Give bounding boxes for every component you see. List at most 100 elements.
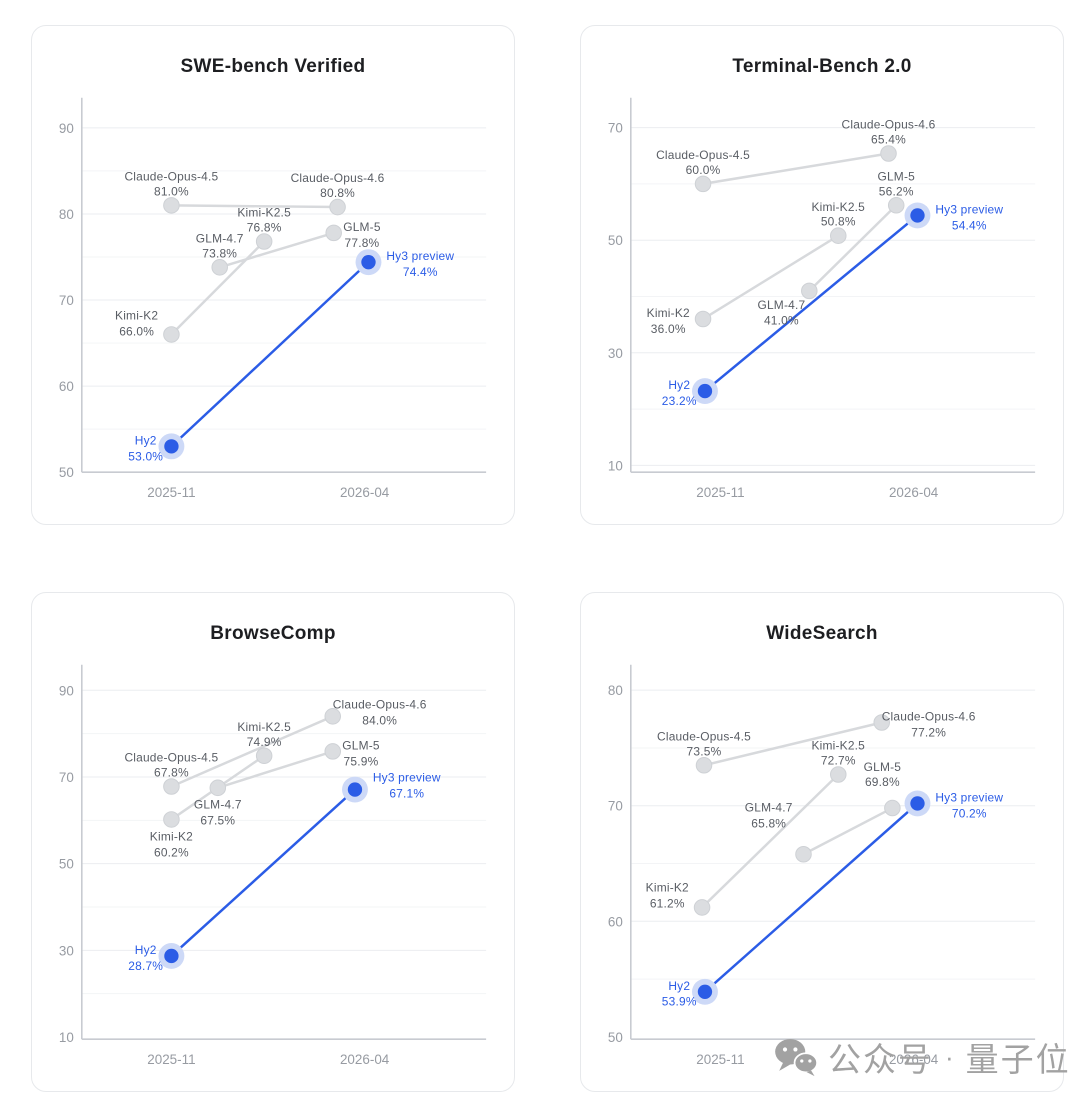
chart-canvas: 70 50 30 10 2025-11 2026-04 Claude-Opus-4.560.… <box>608 97 1036 500</box>
y-tick-label: 50 <box>59 465 74 480</box>
point-label-model: Claude-Opus-4.6 <box>842 118 936 132</box>
point-label-score: 23.2% <box>662 394 697 408</box>
y-tick-label: 80 <box>59 207 74 222</box>
point-label-score: 73.5% <box>687 744 722 758</box>
point-label-model: Hy2 <box>668 378 690 392</box>
point-label-model: Hy3 preview <box>386 249 454 263</box>
point-label-score: 56.2% <box>879 184 914 198</box>
wechat-watermark: 公众号 · 量子位 <box>774 1034 1071 1080</box>
y-tick-label: 90 <box>59 121 74 136</box>
data-point-dot <box>694 310 712 328</box>
series-line-kimi <box>170 240 266 336</box>
data-point-dot <box>255 747 273 765</box>
data-point-dot <box>163 197 180 214</box>
point-label-score: 72.7% <box>821 754 856 768</box>
point-label-score: 73.8% <box>202 246 237 260</box>
point-label-score: 65.8% <box>751 816 786 830</box>
y-tick-label: 10 <box>608 458 623 473</box>
point-label-model: GLM-5 <box>864 760 902 774</box>
series-line-claude <box>702 152 889 186</box>
y-tick-label: 30 <box>608 346 623 361</box>
chart-card-swe-bench-verified: SWE-bench Verified 90 80 70 60 50 2025-11 2026… <box>31 25 515 525</box>
chart-card-terminal-bench: Terminal-Bench 2.0 70 50 30 10 2025-11 2026-0… <box>580 25 1064 525</box>
data-point-dot <box>887 197 905 214</box>
data-point-dot <box>910 208 925 223</box>
y-tick-label: 50 <box>608 233 623 248</box>
series-line-hy <box>704 214 919 393</box>
point-label-score: 80.8% <box>320 186 355 200</box>
x-tick-label: 2026-04 <box>889 1052 939 1067</box>
data-point-dot <box>830 766 847 783</box>
y-tick-label: 70 <box>608 799 623 814</box>
watermark-account-name: 量子位 <box>965 1041 1071 1078</box>
y-tick-label: 60 <box>59 379 74 394</box>
data-point-dot <box>164 439 179 454</box>
series-line-claude <box>171 204 338 209</box>
point-label-model: Kimi-K2 <box>115 309 158 323</box>
point-label-score: 60.0% <box>686 163 721 177</box>
chart-title: SWE-bench Verified <box>180 56 366 77</box>
x-tick-label: 2026-04 <box>889 485 939 500</box>
x-tick-label: 2026-04 <box>340 1052 390 1067</box>
data-point-dot <box>347 782 363 797</box>
data-point-dot <box>884 799 901 817</box>
series-line-hy <box>170 788 356 957</box>
point-label-score: 84.0% <box>362 713 397 727</box>
y-tick-label: 70 <box>59 770 74 785</box>
series-line-glm <box>802 806 893 856</box>
x-tick-label: 2025-11 <box>147 1052 195 1067</box>
point-label-model: Kimi-K2 <box>646 880 689 894</box>
chart-canvas: 80 70 60 50 2025-11 2026-04 Claude-Opus-4.573.… <box>608 664 1036 1067</box>
point-label-model: Hy2 <box>668 979 690 993</box>
data-point-dot <box>695 757 713 774</box>
data-point-dot <box>697 984 713 999</box>
series-line-hy <box>704 802 919 993</box>
x-tick-label: 2025-11 <box>147 485 195 500</box>
data-point-dot <box>209 779 227 797</box>
point-label-model: GLM-4.7 <box>745 800 793 814</box>
point-label-model: Kimi-K2.5 <box>811 739 865 753</box>
point-label-model: GLM-5 <box>343 220 381 234</box>
data-point-dot <box>694 175 712 193</box>
point-label-score: 77.2% <box>911 725 946 739</box>
point-label-model: Hy3 preview <box>935 202 1003 216</box>
point-label-score: 66.0% <box>119 324 154 338</box>
point-label-model: Claude-Opus-4.6 <box>291 171 385 185</box>
point-label-score: 53.9% <box>662 995 697 1009</box>
point-label-score: 61.2% <box>650 896 685 910</box>
point-label-model: GLM-4.7 <box>757 298 805 312</box>
y-tick-label: 50 <box>608 1030 623 1045</box>
chart-card-browsecomp: BrowseComp 90 70 50 30 10 2025-11 2026-04 Claud… <box>31 592 515 1092</box>
point-label-score: 74.4% <box>403 265 438 279</box>
point-label-score: 76.8% <box>247 221 282 235</box>
series-line-glm <box>808 204 898 292</box>
point-label-score: 75.9% <box>344 754 379 768</box>
data-point-dot <box>693 899 711 916</box>
data-point-dot <box>163 326 180 343</box>
x-tick-label: 2026-04 <box>340 485 390 500</box>
y-tick-label: 80 <box>608 683 623 698</box>
y-tick-label: 70 <box>608 121 623 136</box>
series-line-claude <box>170 715 334 788</box>
y-tick-label: 90 <box>59 683 74 698</box>
data-point-dot <box>697 383 713 399</box>
series-line-kimi <box>701 773 840 909</box>
chart-title: BrowseComp <box>210 623 336 644</box>
point-label-score: 77.8% <box>345 236 380 250</box>
point-label-model: GLM-5 <box>342 738 380 752</box>
point-label-score: 36.0% <box>651 322 686 336</box>
y-tick-label: 60 <box>608 914 623 929</box>
data-point-dot <box>795 846 812 863</box>
chart-card-widesearch: WideSearch 80 70 60 50 2025-11 2026-04 Claude-… <box>580 592 1064 1092</box>
point-label-score: 81.0% <box>154 184 189 198</box>
wechat-icon <box>775 1039 818 1077</box>
point-label-model: Hy2 <box>135 433 157 447</box>
point-label-model: GLM-4.7 <box>196 231 244 245</box>
data-point-dot <box>163 811 180 828</box>
y-tick-label: 50 <box>59 857 74 872</box>
y-tick-label: 10 <box>59 1030 74 1045</box>
point-label-score: 67.1% <box>389 787 424 801</box>
